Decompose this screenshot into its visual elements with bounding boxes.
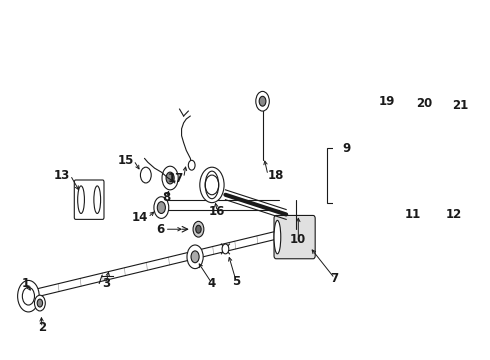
Text: 9: 9 xyxy=(343,142,351,155)
Circle shape xyxy=(256,91,270,111)
Circle shape xyxy=(205,175,219,195)
Text: 18: 18 xyxy=(268,168,284,181)
Circle shape xyxy=(259,96,266,106)
Circle shape xyxy=(429,66,434,74)
Circle shape xyxy=(162,166,178,190)
Circle shape xyxy=(443,188,453,202)
Ellipse shape xyxy=(274,220,281,254)
Circle shape xyxy=(402,69,406,75)
Circle shape xyxy=(222,244,229,254)
Text: 12: 12 xyxy=(445,208,462,221)
Circle shape xyxy=(166,172,174,184)
Text: 19: 19 xyxy=(379,95,395,108)
Text: 14: 14 xyxy=(131,211,148,224)
Circle shape xyxy=(408,186,420,204)
Text: 11: 11 xyxy=(405,208,421,221)
Text: 15: 15 xyxy=(117,154,134,167)
Circle shape xyxy=(455,62,462,72)
Text: 10: 10 xyxy=(290,233,306,246)
Text: 3: 3 xyxy=(102,277,110,290)
Text: 20: 20 xyxy=(416,97,433,110)
Circle shape xyxy=(18,280,39,312)
Circle shape xyxy=(191,251,199,263)
Text: 16: 16 xyxy=(209,205,225,218)
Circle shape xyxy=(23,287,34,305)
Bar xyxy=(327,148,397,203)
Text: 5: 5 xyxy=(232,275,241,288)
Text: 21: 21 xyxy=(452,99,468,112)
Text: 13: 13 xyxy=(54,168,70,181)
Circle shape xyxy=(188,160,195,170)
Circle shape xyxy=(200,167,224,203)
Circle shape xyxy=(453,59,464,75)
Circle shape xyxy=(193,221,204,237)
Text: 17: 17 xyxy=(168,171,184,185)
FancyBboxPatch shape xyxy=(274,215,315,259)
Text: 4: 4 xyxy=(208,277,216,290)
Circle shape xyxy=(141,167,151,183)
Text: 7: 7 xyxy=(331,272,339,285)
Circle shape xyxy=(420,53,442,86)
Circle shape xyxy=(426,63,436,77)
Text: 1: 1 xyxy=(22,277,30,290)
Circle shape xyxy=(393,56,415,87)
Circle shape xyxy=(445,47,472,86)
Circle shape xyxy=(37,299,43,307)
Circle shape xyxy=(187,245,203,269)
Text: 8: 8 xyxy=(162,191,170,204)
Circle shape xyxy=(411,190,418,200)
Circle shape xyxy=(400,66,408,78)
Circle shape xyxy=(154,197,169,219)
Text: 6: 6 xyxy=(156,223,165,236)
Text: 2: 2 xyxy=(38,321,46,334)
Circle shape xyxy=(34,295,45,311)
Circle shape xyxy=(196,225,201,233)
Circle shape xyxy=(157,202,166,213)
